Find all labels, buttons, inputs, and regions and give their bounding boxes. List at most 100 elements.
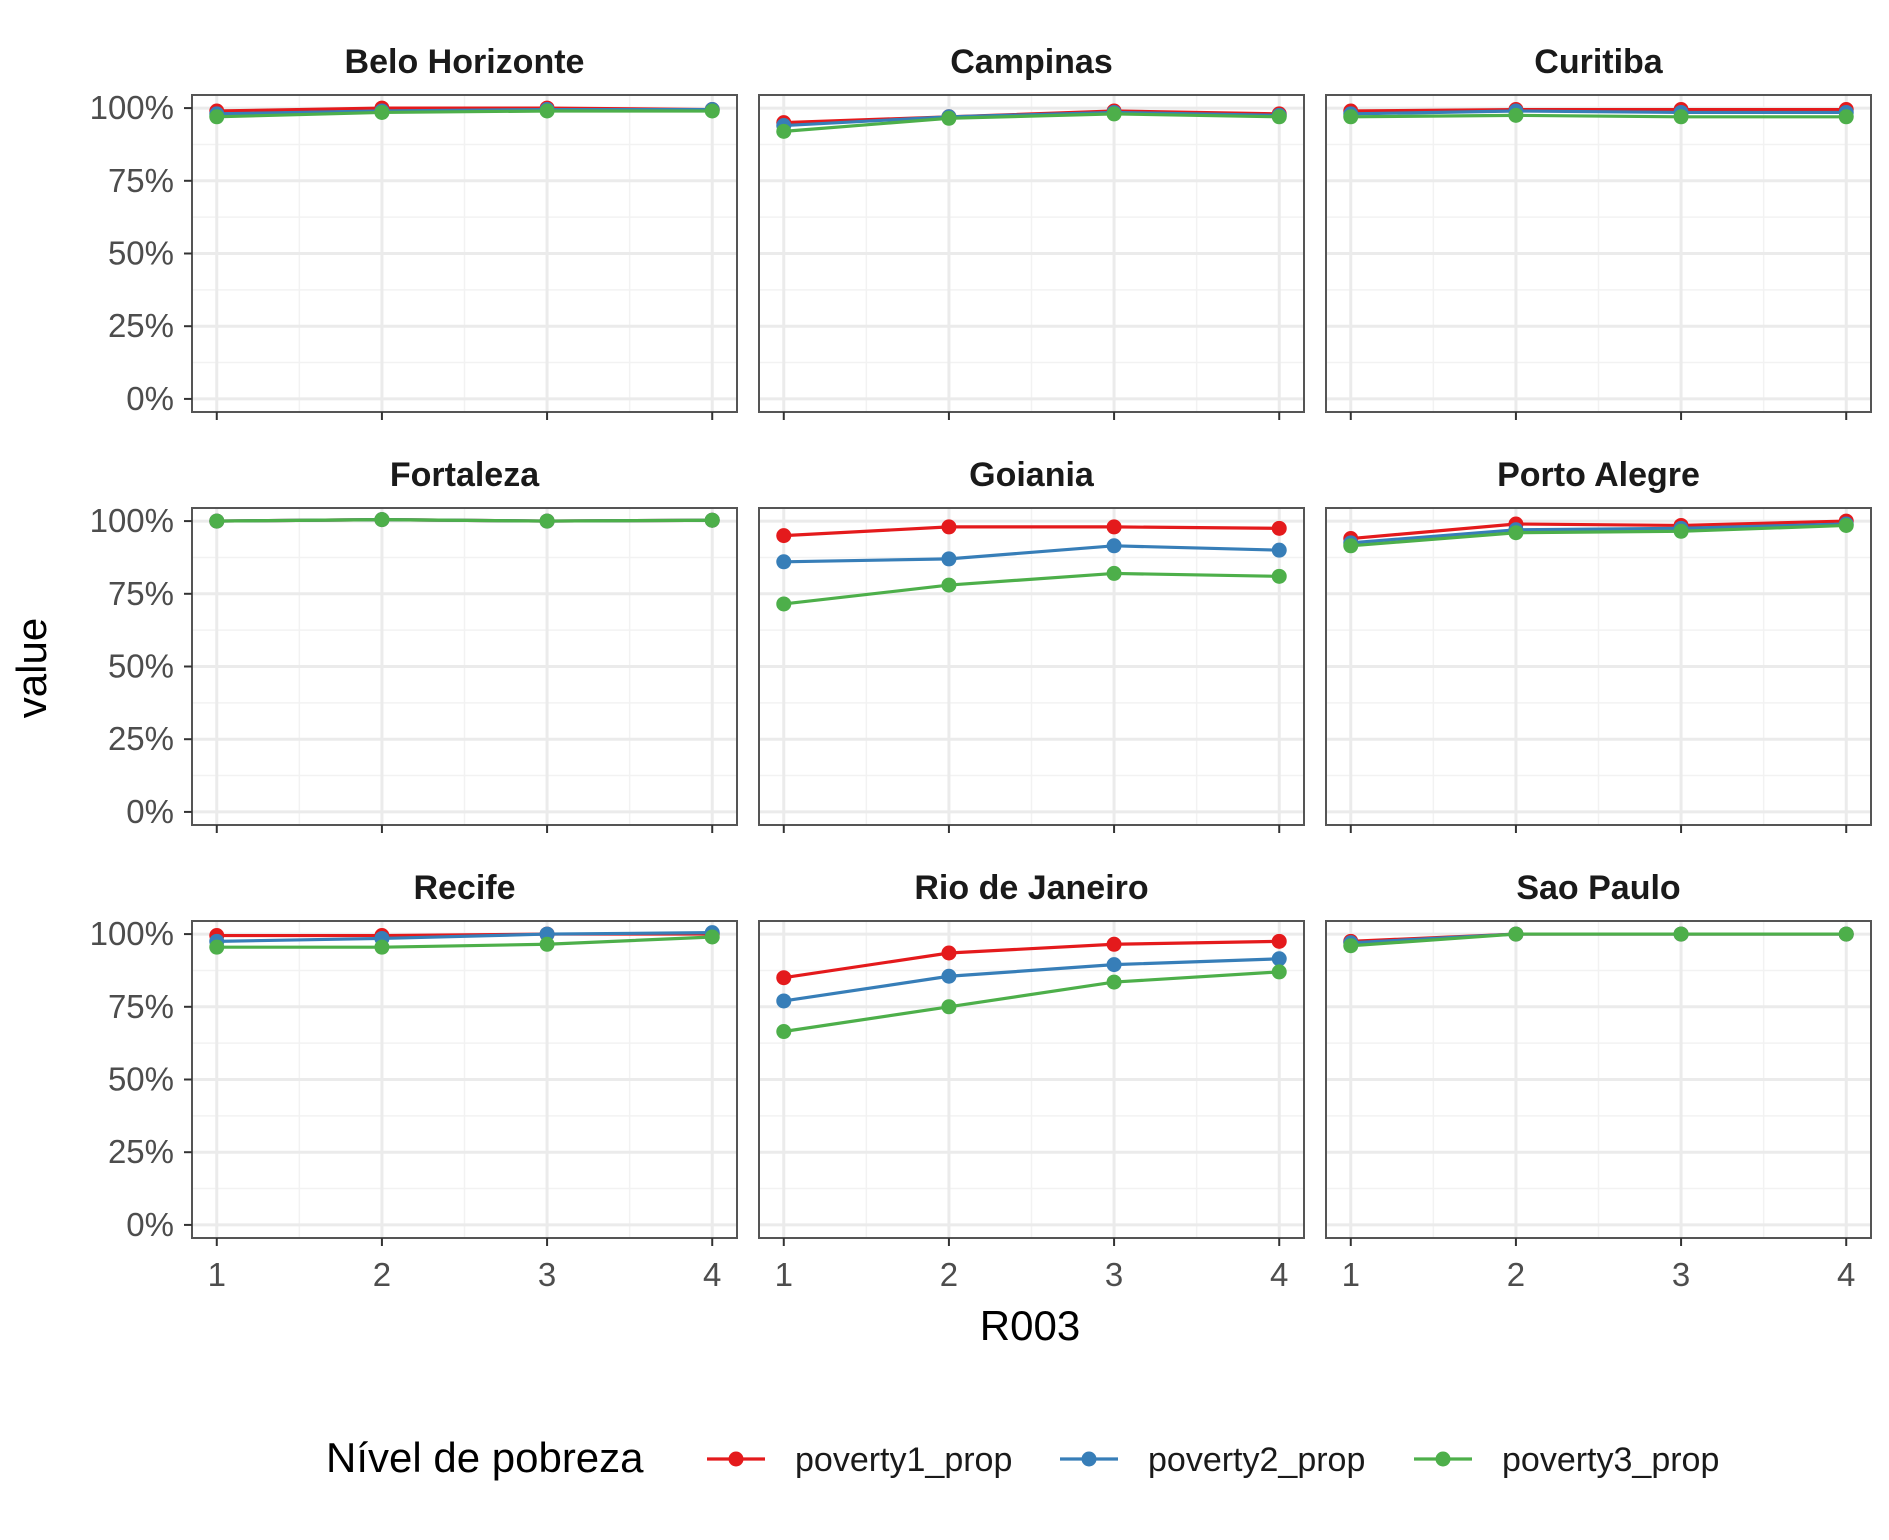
legend-title: Nível de pobreza [326, 1434, 644, 1481]
legend-key-point [728, 1451, 744, 1467]
data-point-poverty3-prop [209, 513, 225, 529]
y-tick-label: 100% [90, 89, 174, 126]
data-point-poverty3-prop [209, 109, 225, 125]
series-line-poverty1-prop [1350, 107, 1847, 113]
series-line-poverty2-prop [783, 544, 1280, 564]
data-point-poverty3-prop [1838, 517, 1854, 533]
y-tick-label: 100% [90, 502, 174, 539]
series-line-poverty1-prop [783, 525, 1280, 538]
data-point-poverty3-prop [776, 123, 792, 139]
data-point-poverty3-prop [1271, 964, 1287, 980]
data-point-poverty3-prop [1838, 926, 1854, 942]
y-tick-label: 25% [108, 1133, 174, 1170]
panel-border [1325, 507, 1872, 826]
data-point-poverty3-prop [374, 104, 390, 120]
legend: Nível de pobreza poverty1_prop poverty2_p… [326, 1434, 1719, 1481]
legend-item-poverty1-prop: poverty1_prop [707, 1441, 1012, 1479]
data-point-poverty3-prop [374, 939, 390, 955]
x-tick-label: 2 [940, 1256, 958, 1293]
series-line-poverty3-prop [216, 109, 713, 119]
data-point-poverty3-prop [1673, 109, 1689, 125]
legend-label: poverty2_prop [1148, 1441, 1365, 1479]
data-point-poverty3-prop [941, 577, 957, 593]
panels-layer: Belo Horizonte 0% 25% 50% 75% 100% Campinas Cur… [90, 43, 1872, 1293]
data-point-poverty3-prop [539, 513, 555, 529]
data-point-poverty1-prop [1271, 520, 1287, 536]
data-point-poverty1-prop [776, 528, 792, 544]
y-tick-label: 25% [108, 720, 174, 757]
panel-title: Fortaleza [390, 456, 540, 494]
data-point-poverty3-prop [374, 512, 390, 528]
panel-campinas: Campinas [758, 43, 1305, 420]
x-tick-label: 1 [208, 1256, 226, 1293]
y-tick-label: 75% [108, 988, 174, 1025]
series-line-poverty1-prop [1350, 519, 1847, 541]
data-point-poverty3-prop [1106, 974, 1122, 990]
data-point-poverty1-prop [776, 970, 792, 986]
data-point-poverty3-prop [776, 596, 792, 612]
series-line-poverty3-prop [216, 935, 713, 949]
data-point-poverty3-prop [1343, 938, 1359, 954]
data-point-poverty3-prop [1673, 523, 1689, 539]
data-point-poverty1-prop [941, 945, 957, 961]
x-tick-label: 1 [1342, 1256, 1360, 1293]
data-point-poverty3-prop [539, 103, 555, 119]
y-tick-label: 25% [108, 307, 174, 344]
data-point-poverty1-prop [1106, 519, 1122, 535]
data-point-poverty2-prop [776, 554, 792, 570]
x-axis-title: R003 [980, 1302, 1080, 1349]
panel-curitiba: Curitiba [1325, 43, 1872, 420]
panel-porto-alegre: Porto Alegre [1325, 456, 1872, 833]
y-tick-label: 50% [108, 1061, 174, 1098]
data-point-poverty3-prop [539, 936, 555, 952]
panel-title: Rio de Janeiro [914, 869, 1148, 907]
data-point-poverty3-prop [1508, 926, 1524, 942]
panel-border [1325, 94, 1872, 413]
x-tick-label: 1 [775, 1256, 793, 1293]
x-tick-label: 3 [538, 1256, 556, 1293]
panel-goiania: Goiania [758, 456, 1305, 833]
legend-key-point [1081, 1451, 1097, 1467]
x-tick-label: 3 [1105, 1256, 1123, 1293]
panel-title: Campinas [950, 43, 1113, 81]
series-line-poverty3-prop [783, 970, 1280, 1034]
panel-title: Goiania [969, 456, 1095, 494]
data-point-poverty2-prop [941, 968, 957, 984]
legend-label: poverty3_prop [1502, 1441, 1719, 1479]
data-point-poverty3-prop [1271, 109, 1287, 125]
data-point-poverty3-prop [1271, 568, 1287, 584]
x-tick-label: 2 [1507, 1256, 1525, 1293]
y-tick-label: 0% [126, 1206, 174, 1243]
panel-title: Curitiba [1534, 43, 1664, 81]
data-point-poverty3-prop [1673, 926, 1689, 942]
data-point-poverty3-prop [1343, 538, 1359, 554]
panel-recife: Recife 0% 25% 50% 75% 100% 1 2 3 4 [90, 869, 738, 1293]
data-point-poverty2-prop [941, 551, 957, 567]
panel-title: Sao Paulo [1516, 869, 1680, 907]
series-line-poverty2-prop [1350, 109, 1847, 116]
data-point-poverty3-prop [1508, 107, 1524, 123]
panel-title: Recife [413, 869, 515, 907]
panel-border [758, 507, 1305, 826]
data-point-poverty1-prop [1271, 933, 1287, 949]
y-tick-label: 50% [108, 648, 174, 685]
series-line-poverty3-prop [783, 112, 1280, 133]
series-line-poverty3-prop [1350, 932, 1847, 948]
legend-item-poverty2-prop: poverty2_prop [1060, 1441, 1365, 1479]
panel-rio-de-janeiro: Rio de Janeiro 1 2 3 4 [758, 869, 1305, 1293]
panel-border [758, 94, 1305, 413]
data-point-poverty3-prop [704, 103, 720, 119]
panel-belo-horizonte: Belo Horizonte 0% 25% 50% 75% 100% [90, 43, 738, 420]
legend-key-point [1435, 1451, 1451, 1467]
y-tick-label: 75% [108, 162, 174, 199]
series-line-poverty3-prop [1350, 523, 1847, 548]
y-tick-label: 75% [108, 575, 174, 612]
data-point-poverty3-prop [941, 999, 957, 1015]
data-point-poverty2-prop [1106, 538, 1122, 554]
data-point-poverty3-prop [209, 939, 225, 955]
legend-items: poverty1_prop poverty2_prop poverty3_prop [707, 1441, 1719, 1479]
series-line-poverty2-prop [1350, 522, 1847, 545]
data-point-poverty3-prop [1106, 106, 1122, 122]
panel-sao-paulo: Sao Paulo 1 2 3 4 [1325, 869, 1872, 1293]
data-point-poverty1-prop [1106, 936, 1122, 952]
